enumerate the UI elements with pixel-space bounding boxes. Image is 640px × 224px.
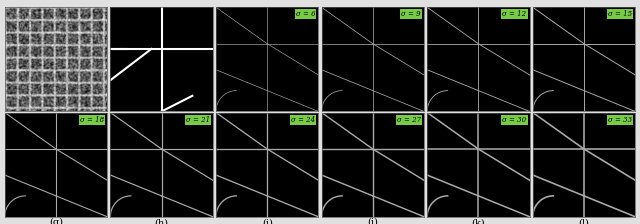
X-axis label: (k): (k) <box>472 218 485 224</box>
Text: σ = 15: σ = 15 <box>608 10 632 18</box>
X-axis label: (f): (f) <box>579 113 589 122</box>
Text: σ = 27: σ = 27 <box>397 116 421 124</box>
X-axis label: (i): (i) <box>262 218 273 224</box>
Text: σ = 24: σ = 24 <box>291 116 316 124</box>
Text: σ = 21: σ = 21 <box>186 116 210 124</box>
Text: σ = 30: σ = 30 <box>502 116 527 124</box>
X-axis label: (l): (l) <box>579 218 589 224</box>
X-axis label: (e): (e) <box>472 113 485 122</box>
X-axis label: (g): (g) <box>49 218 63 224</box>
Text: σ = 6: σ = 6 <box>296 10 316 18</box>
Text: σ = 12: σ = 12 <box>502 10 527 18</box>
X-axis label: (j): (j) <box>367 218 378 224</box>
Text: σ = 9: σ = 9 <box>401 10 421 18</box>
Text: σ = 33: σ = 33 <box>608 116 632 124</box>
Text: σ = 18: σ = 18 <box>80 116 104 124</box>
X-axis label: (a): (a) <box>49 113 63 122</box>
X-axis label: (d): (d) <box>366 113 380 122</box>
X-axis label: (c): (c) <box>260 113 274 122</box>
X-axis label: (b): (b) <box>155 113 168 122</box>
X-axis label: (h): (h) <box>155 218 168 224</box>
